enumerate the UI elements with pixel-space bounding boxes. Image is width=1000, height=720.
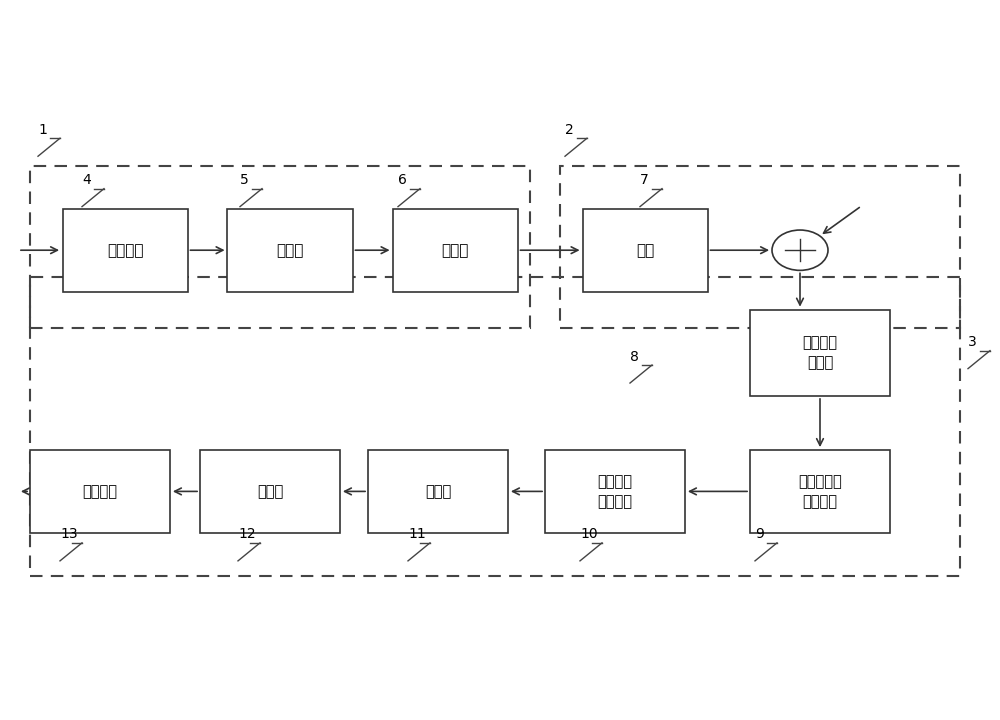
Bar bbox=[560, 166, 960, 328]
Text: 4: 4 bbox=[82, 174, 91, 187]
Bar bbox=[750, 450, 890, 533]
Text: 3: 3 bbox=[968, 336, 977, 349]
Text: 判决单元: 判决单元 bbox=[82, 484, 118, 499]
Text: 8: 8 bbox=[630, 350, 639, 364]
Bar bbox=[200, 450, 340, 533]
Text: 映射单元: 映射单元 bbox=[107, 243, 143, 258]
Text: 12: 12 bbox=[238, 528, 256, 541]
Bar bbox=[30, 166, 530, 328]
Bar bbox=[30, 277, 960, 576]
Text: 信道: 信道 bbox=[636, 243, 654, 258]
Text: 调制器: 调制器 bbox=[441, 243, 469, 258]
Text: 信道估计和
均衡单元: 信道估计和 均衡单元 bbox=[798, 474, 842, 509]
Text: 解码器: 解码器 bbox=[276, 243, 304, 258]
Text: 反傅里叶
变换模块: 反傅里叶 变换模块 bbox=[598, 474, 633, 509]
Text: 傅里叶变
换模块: 傅里叶变 换模块 bbox=[802, 336, 838, 370]
Bar bbox=[545, 450, 685, 533]
Text: 10: 10 bbox=[580, 528, 598, 541]
Text: 解调器: 解调器 bbox=[425, 484, 451, 499]
Text: 7: 7 bbox=[640, 174, 649, 187]
Text: 2: 2 bbox=[565, 123, 574, 137]
Bar bbox=[227, 209, 352, 292]
Text: 13: 13 bbox=[60, 528, 78, 541]
Circle shape bbox=[772, 230, 828, 271]
Bar bbox=[392, 209, 518, 292]
Bar bbox=[750, 310, 890, 396]
Text: 11: 11 bbox=[408, 528, 426, 541]
Text: 译码器: 译码器 bbox=[257, 484, 283, 499]
Text: 6: 6 bbox=[398, 174, 407, 187]
Bar bbox=[368, 450, 508, 533]
Bar bbox=[30, 450, 170, 533]
Text: 9: 9 bbox=[755, 528, 764, 541]
Text: 5: 5 bbox=[240, 174, 249, 187]
Bar bbox=[582, 209, 708, 292]
Bar bbox=[62, 209, 188, 292]
Text: 1: 1 bbox=[38, 123, 47, 137]
